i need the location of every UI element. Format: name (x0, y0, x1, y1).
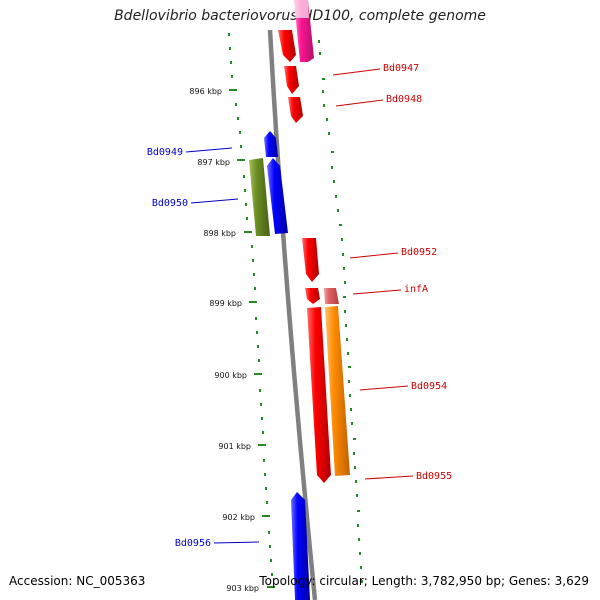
gene-feature[interactable] (325, 306, 350, 476)
tick-label: 901 kbp (218, 442, 251, 451)
gene-feature[interactable] (288, 97, 303, 123)
gene-label-bd0949[interactable]: Bd0949 (147, 147, 183, 158)
leader-line (352, 289, 402, 295)
gene-label-bd0947[interactable]: Bd0947 (383, 63, 419, 74)
tick-mark (244, 231, 252, 233)
gene-feature[interactable] (305, 288, 320, 304)
leader-line (359, 385, 409, 391)
leader-line (364, 475, 414, 480)
tick-label: 897 kbp (197, 158, 230, 167)
genome-summary-text: Topology: circular; Length: 3,782,950 bp… (259, 574, 589, 588)
label-leaders (185, 68, 414, 544)
leader-line (190, 198, 239, 204)
gene-feature (294, 0, 309, 18)
gene-features (249, 0, 350, 600)
leader-line (335, 99, 384, 107)
tick-label: 902 kbp (222, 513, 255, 522)
tick-mark (258, 444, 266, 446)
gene-label-bd0948[interactable]: Bd0948 (386, 94, 422, 105)
gene-feature[interactable] (324, 288, 339, 304)
gene-feature[interactable] (284, 66, 299, 94)
gene-label-bd0952[interactable]: Bd0952 (401, 247, 437, 258)
genome-backbone (267, 29, 318, 600)
gene-label-bd0954[interactable]: Bd0954 (411, 381, 447, 392)
gene-feature[interactable] (307, 307, 331, 483)
leader-line (213, 541, 260, 544)
inner-dotted-track (228, 33, 273, 576)
tick-label: 898 kbp (203, 229, 236, 238)
tick-mark (262, 515, 270, 517)
tick-label: 896 kbp (189, 87, 222, 96)
leader-line (185, 147, 233, 153)
leader-line (332, 68, 381, 76)
gene-label-bd0956[interactable]: Bd0956 (175, 538, 211, 549)
leader-line (349, 252, 399, 259)
gene-feature[interactable] (302, 238, 319, 282)
gene-label-bd0950[interactable]: Bd0950 (152, 198, 188, 209)
tick-mark (249, 301, 257, 303)
kbp-axis: 896 kbp 897 kbp 898 kbp 899 kbp 900 kbp … (189, 87, 275, 593)
gene-label-infa[interactable]: infA (404, 284, 428, 295)
tick-mark (254, 373, 262, 375)
tick-mark (229, 89, 237, 91)
gene-feature[interactable] (291, 492, 310, 600)
gene-labels: Bd0947 Bd0948 Bd0949 Bd0950 Bd0952 infA … (147, 63, 452, 549)
gene-feature[interactable] (249, 158, 270, 236)
tick-label: 903 kbp (226, 584, 259, 593)
accession-text: Accession: NC_005363 (9, 574, 146, 588)
tick-mark (237, 159, 245, 161)
tick-label: 900 kbp (214, 371, 247, 380)
gene-feature[interactable] (264, 131, 278, 157)
gene-label-bd0955[interactable]: Bd0955 (416, 471, 452, 482)
outer-dotted-track (318, 40, 363, 583)
tick-mark (267, 586, 275, 588)
tick-label: 899 kbp (209, 299, 242, 308)
gene-feature[interactable] (278, 30, 296, 62)
gene-feature[interactable] (267, 158, 288, 234)
